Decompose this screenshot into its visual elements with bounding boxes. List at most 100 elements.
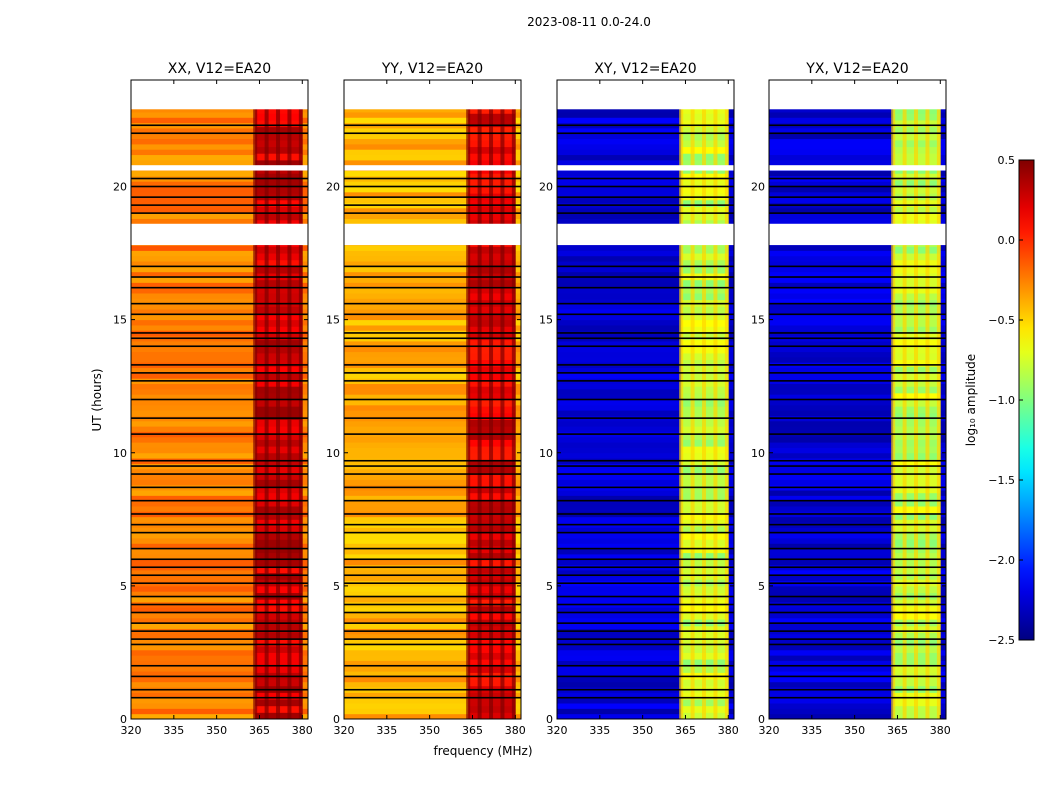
heatmap-row: [131, 303, 308, 310]
heatmap-row: [344, 133, 521, 140]
heatmap-row: [769, 532, 946, 539]
panel-heatmap: [769, 80, 946, 719]
flagged-row: [344, 696, 521, 699]
x-tick-label: 350: [844, 724, 865, 737]
flagged-row: [131, 638, 308, 640]
flagged-row: [769, 531, 946, 534]
heatmap-row: [131, 340, 308, 347]
heatmap-row: [769, 314, 946, 321]
heatmap-row: [131, 559, 308, 566]
heatmap-row: [557, 585, 734, 592]
flagged-row: [131, 196, 308, 198]
flagged-row: [769, 196, 946, 198]
flagged-row: [557, 643, 734, 646]
heatmap-row: [769, 500, 946, 507]
heatmap-row: [344, 404, 521, 411]
flagged-row: [344, 337, 521, 340]
heatmap-row: [769, 671, 946, 677]
flagged-row: [557, 622, 734, 624]
heatmap-row: [131, 708, 308, 715]
panel-frame: [130, 79, 309, 720]
flagged-row: [131, 630, 308, 632]
heatmap-row: [769, 245, 946, 251]
heatmap-row: [557, 527, 734, 534]
y-tick-label: 20: [751, 181, 765, 194]
heatmap-row: [557, 218, 734, 225]
heatmap-row: [557, 591, 734, 598]
heatmap-row: [131, 250, 308, 257]
x-tick-label: 335: [801, 724, 822, 737]
heatmap-row: [344, 399, 521, 406]
heatmap-row: [557, 340, 734, 347]
heatmap-row: [769, 197, 946, 203]
heatmap-row: [557, 692, 734, 699]
heatmap-row: [769, 490, 946, 496]
flagged-row: [131, 531, 308, 534]
heatmap-row: [131, 532, 308, 539]
no-data-gap: [769, 80, 946, 110]
heatmap-row: [344, 282, 521, 289]
heatmap-row: [131, 314, 308, 321]
flagged-row: [344, 345, 521, 348]
heatmap-row: [131, 271, 308, 278]
no-data-gap: [557, 223, 734, 246]
heatmap-row: [131, 655, 308, 661]
heatmap-row: [344, 149, 521, 156]
heatmap-row: [344, 394, 521, 400]
heatmap-row: [131, 197, 308, 203]
panel-1: YY, V12=EA20 320 335 350 365 380 0 5 10 15 20: [326, 61, 526, 737]
flagged-row: [557, 630, 734, 632]
flagged-row: [131, 486, 308, 489]
heatmap-row: [557, 117, 734, 124]
flagged-row: [344, 417, 521, 419]
heatmap-row: [769, 127, 946, 134]
no-data-gap: [131, 223, 308, 246]
flagged-row: [769, 675, 946, 678]
heatmap-row: [131, 474, 308, 480]
heatmap-row: [344, 506, 521, 512]
heatmap-row: [769, 537, 946, 544]
heatmap-row: [557, 420, 734, 427]
flagged-row: [344, 196, 521, 198]
heatmap-row: [344, 516, 521, 523]
heatmap-row: [344, 553, 521, 560]
heatmap-row: [557, 442, 734, 448]
flagged-row: [557, 380, 734, 382]
heatmap-row: [131, 543, 308, 550]
heatmap-row: [769, 261, 946, 267]
heatmap-row: [131, 372, 308, 379]
heatmap-row: [557, 266, 734, 273]
heatmap-row: [131, 447, 308, 454]
heatmap-row: [769, 692, 946, 699]
heatmap-row: [131, 218, 308, 225]
heatmap-row: [769, 308, 946, 315]
panel-2: XY, V12=EA20 320 335 350 365 380 0 5 10 15 20: [539, 61, 739, 737]
heatmap-row: [131, 591, 308, 598]
y-tick-label: 10: [539, 447, 553, 460]
flagged-row: [131, 124, 308, 127]
flagged-row: [557, 276, 734, 278]
heatmap-row: [131, 282, 308, 289]
heatmap-row: [131, 159, 308, 166]
flagged-row: [557, 688, 734, 691]
panel-title: YY, V12=EA20: [381, 61, 483, 77]
heatmap-row: [557, 298, 734, 305]
flagged-row: [344, 473, 521, 475]
heatmap-row: [344, 479, 521, 486]
flagged-row: [769, 643, 946, 646]
heatmap-row: [769, 596, 946, 603]
flagged-row: [131, 513, 308, 515]
heatmap-row: [344, 569, 521, 576]
heatmap-row: [557, 303, 734, 310]
flagged-row: [344, 302, 521, 305]
x-tick-label: 365: [249, 724, 270, 737]
heatmap-row: [344, 681, 521, 688]
flagged-row: [557, 558, 734, 561]
flagged-row: [557, 332, 734, 334]
heatmap-row: [769, 553, 946, 560]
flagged-row: [769, 696, 946, 699]
flagged-row: [344, 513, 521, 515]
heatmap-row: [769, 117, 946, 124]
heatmap-row: [131, 287, 308, 294]
heatmap-row: [344, 649, 521, 656]
